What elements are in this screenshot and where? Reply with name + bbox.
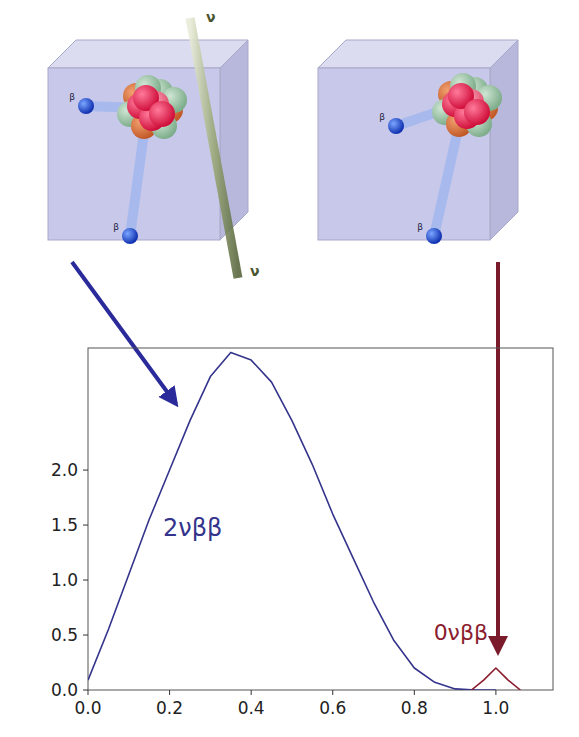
box-front: [48, 68, 220, 240]
x-tick-label: 0.2: [156, 698, 183, 718]
box-front: [318, 68, 490, 240]
nucleus: [432, 73, 502, 137]
electron: [388, 118, 404, 134]
plot-area: [88, 352, 520, 690]
nucleus: [117, 75, 187, 139]
nucleon: [464, 99, 490, 125]
x-tick-label: 0.0: [74, 698, 101, 718]
x-tick: [251, 690, 252, 695]
neutrino-label: ν: [250, 263, 260, 279]
x-tick: [414, 690, 415, 695]
plot-frame: [88, 348, 553, 690]
electron-label: β: [69, 92, 75, 102]
y-tick: [83, 470, 88, 471]
y-tick-label: 1.5: [51, 515, 78, 535]
y-tick: [83, 580, 88, 581]
y-tick: [83, 525, 88, 526]
x-tick-label: 1.0: [482, 698, 509, 718]
x-tick-label: 0.6: [319, 698, 346, 718]
electron: [426, 228, 442, 244]
nucleon: [149, 101, 175, 127]
x-tick-label: 0.8: [401, 698, 428, 718]
y-tick: [83, 635, 88, 636]
x-tick: [332, 690, 333, 695]
box-top: [48, 40, 248, 68]
series-label: 2νββ: [163, 514, 222, 542]
y-tick-label: 1.0: [51, 570, 78, 590]
electron-label: β: [417, 222, 423, 232]
electron: [78, 98, 94, 114]
box-top: [318, 40, 518, 68]
electron: [122, 228, 138, 244]
x-tick: [495, 690, 496, 695]
neutrino-label: ν: [206, 9, 216, 25]
neutrino-track: [190, 18, 238, 278]
box-side: [490, 40, 518, 240]
y-tick-label: 0.0: [51, 680, 78, 700]
series-line: [471, 668, 520, 690]
series-line: [88, 352, 496, 690]
electron-label: β: [379, 112, 385, 122]
arrow: [496, 262, 500, 652]
electron-label: β: [113, 222, 119, 232]
x-tick: [169, 690, 170, 695]
figure: ββννββ0.00.20.40.60.81.00.00.51.01.52.02…: [0, 0, 579, 737]
y-tick-label: 0.5: [51, 625, 78, 645]
y-tick-label: 2.0: [51, 460, 78, 480]
x-tick: [88, 690, 89, 695]
x-tick-label: 0.4: [238, 698, 265, 718]
y-tick: [83, 690, 88, 691]
detector-box: β β ν ν: [48, 9, 260, 279]
detector-box: ββ: [318, 40, 518, 244]
series-label: 0νββ: [434, 620, 488, 645]
